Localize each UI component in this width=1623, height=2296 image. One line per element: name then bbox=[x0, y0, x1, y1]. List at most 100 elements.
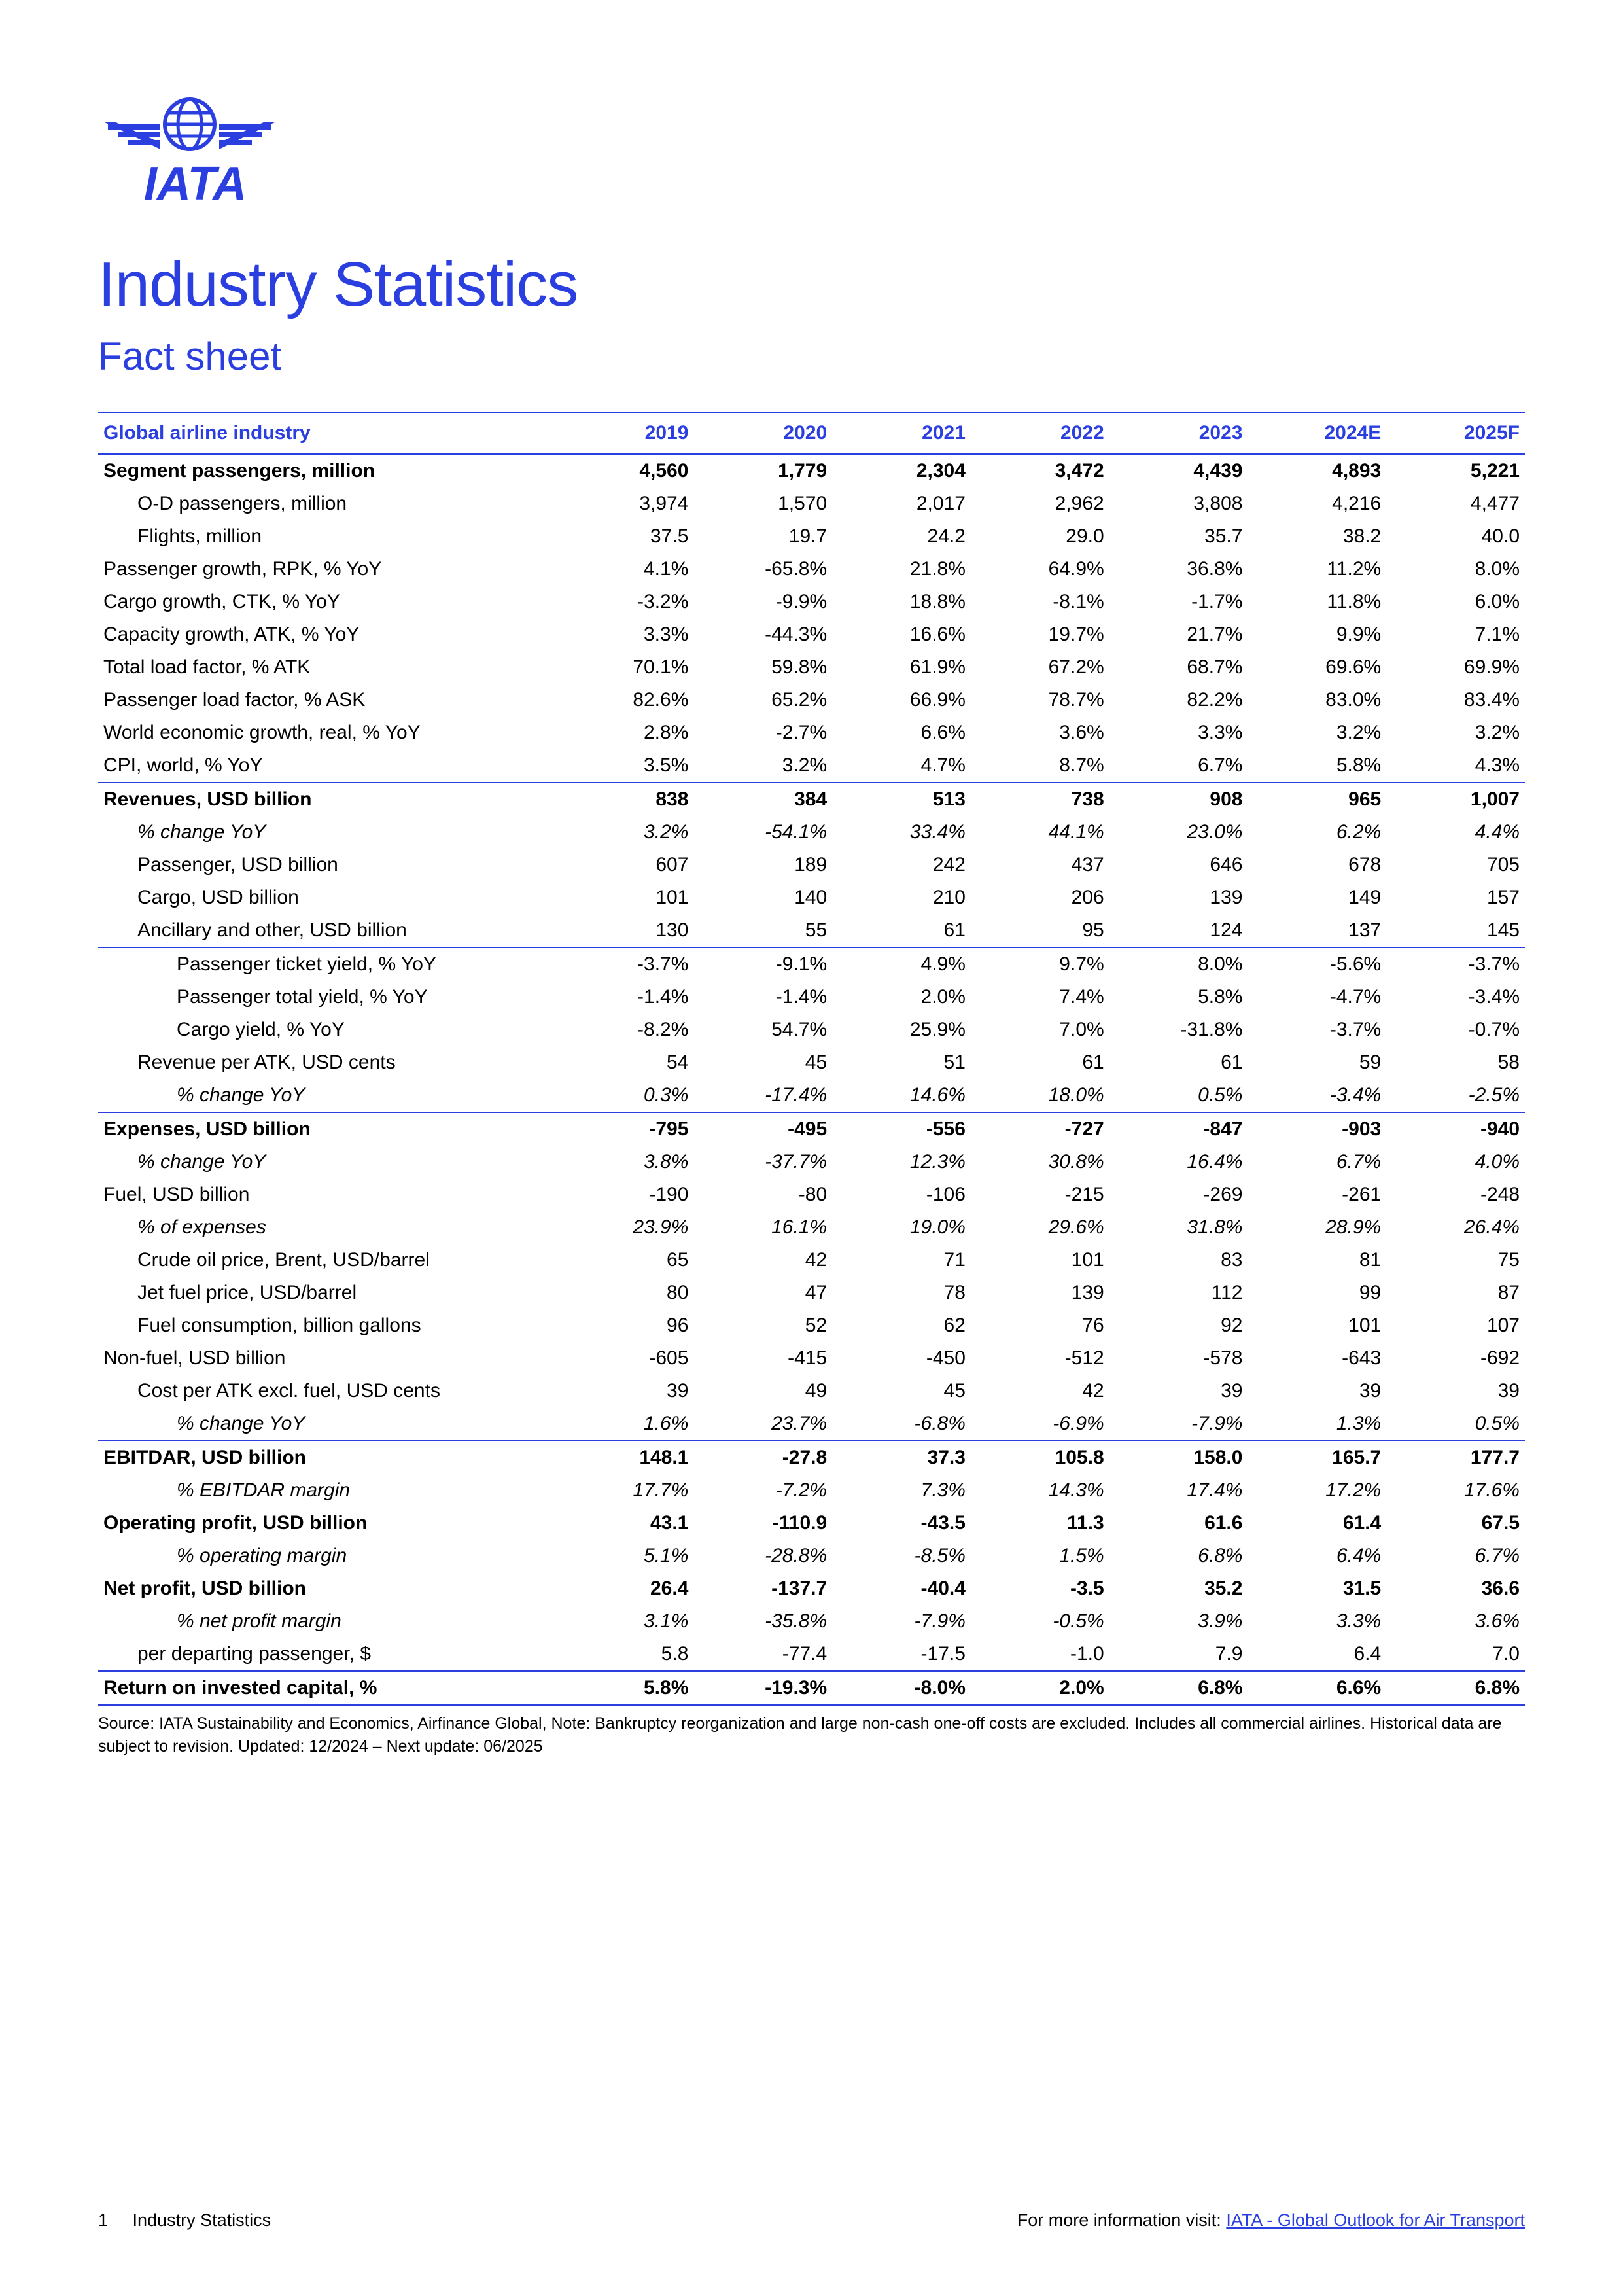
row-label: % change YoY bbox=[98, 1079, 555, 1112]
row-value: 242 bbox=[832, 849, 971, 881]
row-value: 14.6% bbox=[832, 1079, 971, 1112]
row-value: -556 bbox=[832, 1112, 971, 1146]
row-value: 112 bbox=[1109, 1277, 1248, 1309]
row-value: 2,017 bbox=[832, 487, 971, 520]
row-value: 49 bbox=[693, 1375, 832, 1407]
row-value: -37.7% bbox=[693, 1146, 832, 1178]
row-label: Expenses, USD billion bbox=[98, 1112, 555, 1146]
table-row: Segment passengers, million4,5601,7792,3… bbox=[98, 454, 1525, 487]
row-label: Total load factor, % ATK bbox=[98, 651, 555, 684]
row-value: 64.9% bbox=[971, 553, 1109, 586]
row-value: 2,304 bbox=[832, 454, 971, 487]
header-2025f: 2025F bbox=[1386, 412, 1525, 454]
row-value: -2.5% bbox=[1386, 1079, 1525, 1112]
row-value: -795 bbox=[555, 1112, 694, 1146]
table-row: Passenger ticket yield, % YoY-3.7%-9.1%4… bbox=[98, 947, 1525, 981]
row-value: 24.2 bbox=[832, 520, 971, 553]
row-label: Non-fuel, USD billion bbox=[98, 1342, 555, 1375]
table-row: % net profit margin3.1%-35.8%-7.9%-0.5%3… bbox=[98, 1605, 1525, 1638]
header-2023: 2023 bbox=[1109, 412, 1248, 454]
row-value: 35.2 bbox=[1109, 1572, 1248, 1605]
row-value: 83 bbox=[1109, 1244, 1248, 1277]
header-industry: Global airline industry bbox=[98, 412, 555, 454]
row-value: 0.3% bbox=[555, 1079, 694, 1112]
header-2020: 2020 bbox=[693, 412, 832, 454]
row-value: 45 bbox=[693, 1046, 832, 1079]
row-value: 4.7% bbox=[832, 749, 971, 783]
row-value: 8.0% bbox=[1386, 553, 1525, 586]
row-value: 61.6 bbox=[1109, 1507, 1248, 1540]
row-value: -28.8% bbox=[693, 1540, 832, 1572]
row-value: 1.3% bbox=[1248, 1407, 1386, 1441]
footer-left: 1 Industry Statistics bbox=[98, 2210, 271, 2231]
row-label: O-D passengers, million bbox=[98, 487, 555, 520]
row-value: 78 bbox=[832, 1277, 971, 1309]
row-value: 3.2% bbox=[555, 816, 694, 849]
row-label: Segment passengers, million bbox=[98, 454, 555, 487]
row-value: -54.1% bbox=[693, 816, 832, 849]
row-value: 75 bbox=[1386, 1244, 1525, 1277]
row-value: 1.5% bbox=[971, 1540, 1109, 1572]
row-value: -727 bbox=[971, 1112, 1109, 1146]
row-value: -512 bbox=[971, 1342, 1109, 1375]
table-row: Ancillary and other, USD billion13055619… bbox=[98, 914, 1525, 947]
row-value: -847 bbox=[1109, 1112, 1248, 1146]
row-value: 96 bbox=[555, 1309, 694, 1342]
row-value: 7.1% bbox=[1386, 618, 1525, 651]
row-label: Cargo growth, CTK, % YoY bbox=[98, 586, 555, 618]
row-value: 158.0 bbox=[1109, 1441, 1248, 1474]
row-label: % change YoY bbox=[98, 1146, 555, 1178]
row-value: 70.1% bbox=[555, 651, 694, 684]
row-label: % EBITDAR margin bbox=[98, 1474, 555, 1507]
row-value: 65 bbox=[555, 1244, 694, 1277]
row-value: 1,779 bbox=[693, 454, 832, 487]
row-value: 67.5 bbox=[1386, 1507, 1525, 1540]
row-value: 69.6% bbox=[1248, 651, 1386, 684]
row-value: 26.4 bbox=[555, 1572, 694, 1605]
table-row: % EBITDAR margin17.7%-7.2%7.3%14.3%17.4%… bbox=[98, 1474, 1525, 1507]
table-row: % change YoY3.2%-54.1%33.4%44.1%23.0%6.2… bbox=[98, 816, 1525, 849]
row-value: 83.0% bbox=[1248, 684, 1386, 716]
row-value: -940 bbox=[1386, 1112, 1525, 1146]
row-value: 54 bbox=[555, 1046, 694, 1079]
row-value: -0.5% bbox=[971, 1605, 1109, 1638]
row-value: 5.8 bbox=[555, 1638, 694, 1671]
row-value: 3.6% bbox=[971, 716, 1109, 749]
row-value: 87 bbox=[1386, 1277, 1525, 1309]
row-value: 35.7 bbox=[1109, 520, 1248, 553]
footer-link[interactable]: IATA - Global Outlook for Air Transport bbox=[1226, 2210, 1525, 2230]
row-value: -3.7% bbox=[555, 947, 694, 981]
row-label: Fuel, USD billion bbox=[98, 1178, 555, 1211]
row-value: 437 bbox=[971, 849, 1109, 881]
table-row: CPI, world, % YoY3.5%3.2%4.7%8.7%6.7%5.8… bbox=[98, 749, 1525, 783]
row-value: 7.9 bbox=[1109, 1638, 1248, 1671]
row-value: -65.8% bbox=[693, 553, 832, 586]
row-value: -8.0% bbox=[832, 1671, 971, 1705]
row-value: 4.9% bbox=[832, 947, 971, 981]
row-value: 61 bbox=[1109, 1046, 1248, 1079]
row-value: 705 bbox=[1386, 849, 1525, 881]
row-value: 12.3% bbox=[832, 1146, 971, 1178]
row-value: 45 bbox=[832, 1375, 971, 1407]
row-value: -269 bbox=[1109, 1178, 1248, 1211]
row-value: 7.3% bbox=[832, 1474, 971, 1507]
table-row: EBITDAR, USD billion148.1-27.837.3105.81… bbox=[98, 1441, 1525, 1474]
row-value: 19.7% bbox=[971, 618, 1109, 651]
row-value: -17.5 bbox=[832, 1638, 971, 1671]
row-value: 44.1% bbox=[971, 816, 1109, 849]
row-value: -8.2% bbox=[555, 1014, 694, 1046]
row-value: 6.8% bbox=[1109, 1671, 1248, 1705]
row-value: 62 bbox=[832, 1309, 971, 1342]
row-value: 101 bbox=[1248, 1309, 1386, 1342]
row-value: 54.7% bbox=[693, 1014, 832, 1046]
row-label: Cargo, USD billion bbox=[98, 881, 555, 914]
row-value: 37.5 bbox=[555, 520, 694, 553]
row-label: EBITDAR, USD billion bbox=[98, 1441, 555, 1474]
row-value: -1.4% bbox=[693, 981, 832, 1014]
table-row: Passenger, USD billion607189242437646678… bbox=[98, 849, 1525, 881]
table-row: O-D passengers, million3,9741,5702,0172,… bbox=[98, 487, 1525, 520]
row-value: 5.8% bbox=[555, 1671, 694, 1705]
page-subtitle: Fact sheet bbox=[98, 334, 1525, 379]
row-value: 4.3% bbox=[1386, 749, 1525, 783]
row-value: 124 bbox=[1109, 914, 1248, 947]
